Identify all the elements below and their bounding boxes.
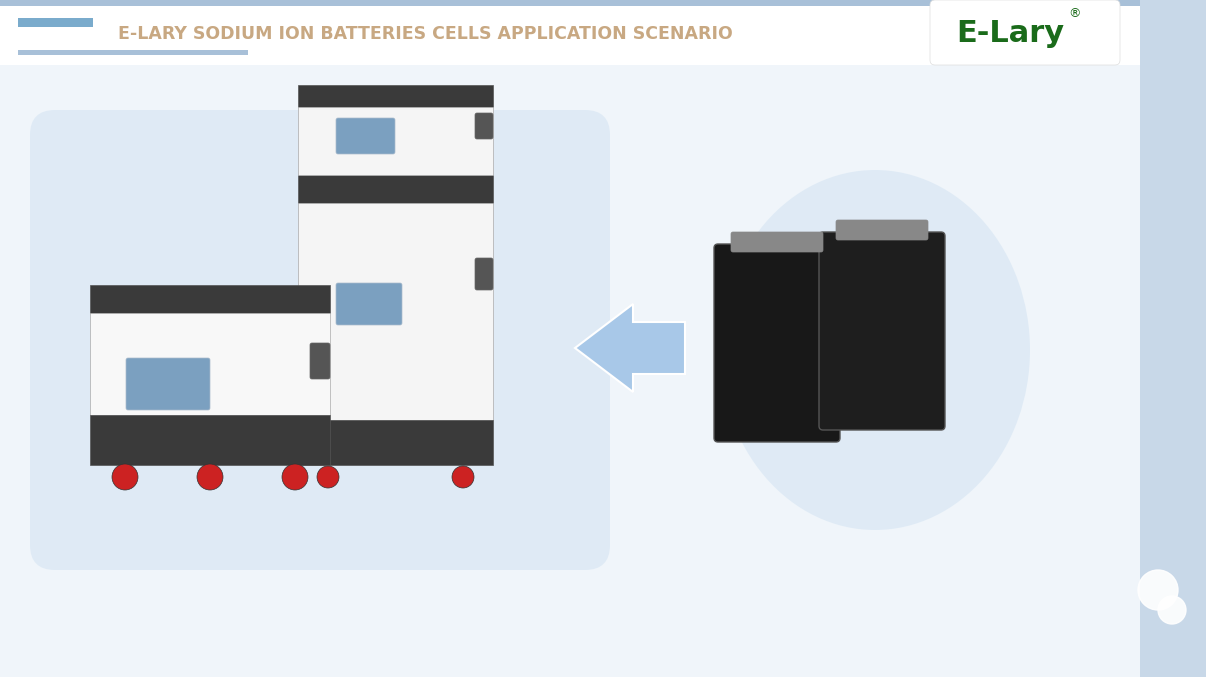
- Bar: [18, 18, 93, 27]
- FancyBboxPatch shape: [714, 244, 841, 442]
- FancyArrow shape: [575, 304, 685, 392]
- FancyBboxPatch shape: [125, 358, 210, 410]
- Text: E-Lary: E-Lary: [956, 18, 1064, 47]
- Circle shape: [112, 464, 137, 490]
- Bar: [298, 85, 493, 107]
- Bar: [90, 415, 330, 465]
- Bar: [298, 203, 493, 420]
- Bar: [298, 107, 493, 175]
- Bar: [1140, 0, 1206, 677]
- FancyBboxPatch shape: [336, 283, 402, 325]
- FancyBboxPatch shape: [731, 232, 822, 252]
- FancyBboxPatch shape: [819, 232, 946, 430]
- Circle shape: [317, 466, 339, 488]
- Bar: [0, 0, 1140, 65]
- Bar: [0, 0, 1140, 6]
- FancyBboxPatch shape: [336, 118, 396, 154]
- Ellipse shape: [720, 170, 1030, 530]
- FancyBboxPatch shape: [930, 0, 1120, 65]
- Bar: [298, 420, 493, 465]
- Circle shape: [282, 464, 308, 490]
- Circle shape: [452, 466, 474, 488]
- Bar: [90, 313, 330, 415]
- Circle shape: [197, 464, 223, 490]
- Circle shape: [1158, 596, 1185, 624]
- Bar: [18, 50, 248, 55]
- Text: ®: ®: [1069, 7, 1082, 20]
- Bar: [90, 285, 330, 313]
- FancyBboxPatch shape: [310, 343, 330, 379]
- Text: E-LARY SODIUM ION BATTERIES CELLS APPLICATION SCENARIO: E-LARY SODIUM ION BATTERIES CELLS APPLIC…: [118, 25, 733, 43]
- FancyBboxPatch shape: [30, 110, 610, 570]
- Circle shape: [1138, 570, 1178, 610]
- FancyBboxPatch shape: [475, 113, 493, 139]
- FancyBboxPatch shape: [475, 258, 493, 290]
- Bar: [298, 175, 493, 203]
- FancyBboxPatch shape: [836, 220, 927, 240]
